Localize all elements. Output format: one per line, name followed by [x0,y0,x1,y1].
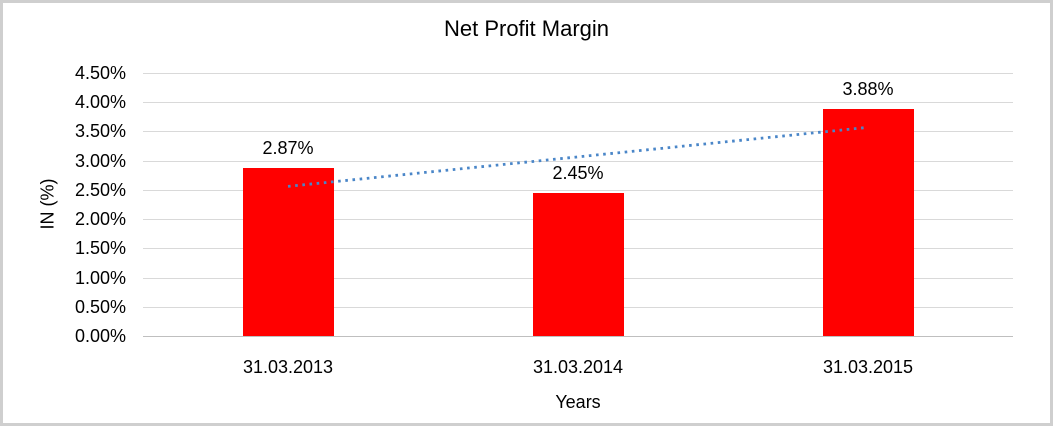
bar [243,168,334,336]
y-tick-label: 0.00% [74,326,126,346]
gridline [143,102,1013,103]
y-tick-label: 2.00% [74,209,126,229]
y-tick-label: 1.00% [74,268,126,288]
x-category-label: 31.03.2013 [242,357,334,377]
data-label: 3.88% [842,79,894,99]
y-tick-label: 4.50% [74,63,126,83]
y-tick-label: 3.50% [74,121,126,141]
y-tick-label: 0.50% [74,297,126,317]
data-label: 2.45% [552,163,604,183]
gridline [143,190,1013,191]
bar [533,193,624,336]
chart-title: Net Profit Margin [443,16,610,41]
y-tick-label: 2.50% [74,180,126,200]
x-axis-line [143,336,1013,337]
x-axis-title: Years [555,392,601,412]
y-tick-label: 3.00% [74,151,126,171]
y-tick-label: 1.50% [74,238,126,258]
x-category-label: 31.03.2014 [532,357,624,377]
x-category-label: 31.03.2015 [822,357,914,377]
bar [823,109,914,336]
data-label: 2.87% [262,138,314,158]
gridline [143,73,1013,74]
y-tick-label: 4.00% [74,92,126,112]
